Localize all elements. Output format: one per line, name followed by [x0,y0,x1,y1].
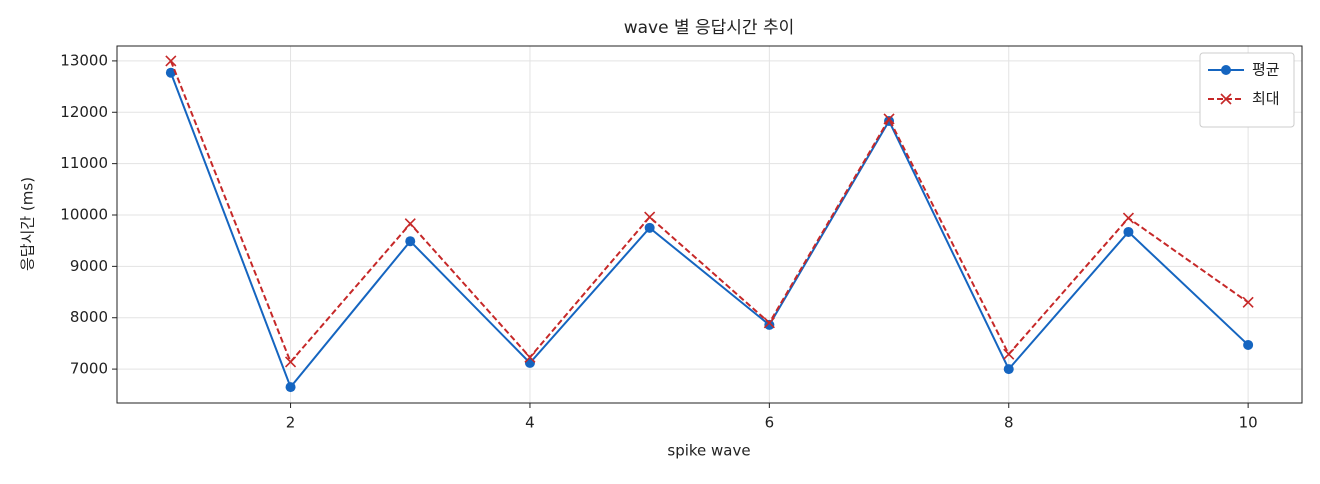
series-line [169,72,1249,390]
series-line [169,60,1249,364]
y-tick-label: 8000 [70,308,108,326]
y-tick-label: 10000 [60,205,108,223]
point [1123,226,1134,237]
point [644,222,655,233]
x-tick-label: 2 [286,414,296,432]
legend-marker [1220,93,1232,105]
x-tick-label: 4 [525,414,535,432]
legend-marker [1221,65,1231,75]
x-tick-label: 8 [1004,414,1014,432]
point [1242,296,1254,308]
point [763,317,775,329]
point [1003,364,1014,375]
point [1243,339,1254,350]
y-tick-label: 12000 [60,103,108,121]
y-tick-label: 11000 [60,154,108,172]
x-tick-label: 6 [765,414,775,432]
legend-label: 최대 [1252,90,1280,108]
point [1122,212,1135,224]
point [1003,348,1015,360]
y-tick-label: 7000 [70,360,108,378]
y-tick-label: 13000 [60,51,108,69]
point [524,357,535,368]
point [284,356,297,368]
point [404,218,416,230]
point [165,67,176,78]
plot-frame [116,45,1303,404]
point [883,113,895,125]
x-axis-label: spike wave [667,442,750,460]
y-tick-label: 9000 [70,257,108,275]
point [285,382,296,393]
point [165,55,177,67]
legend-box [1199,52,1295,128]
x-tick-label: 10 [1239,414,1258,432]
y-axis-label: 응답시간 (ms) [19,177,37,271]
legend-label: 평균 [1252,61,1280,79]
point [405,236,416,247]
point [644,211,656,223]
point [524,351,536,363]
chart-title: wave 별 응답시간 추이 [624,18,795,38]
point [764,319,775,330]
